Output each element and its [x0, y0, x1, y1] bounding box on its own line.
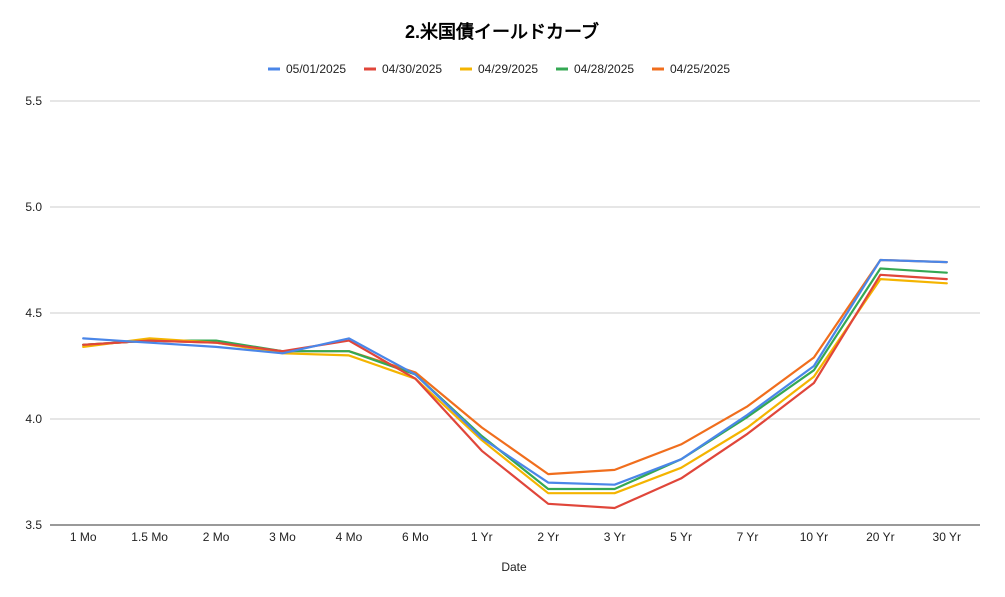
- x-tick-label: 2 Yr: [537, 530, 559, 544]
- x-tick-label: 2 Mo: [203, 530, 230, 544]
- legend-label: 04/29/2025: [478, 62, 538, 76]
- x-tick-label: 1 Mo: [70, 530, 97, 544]
- x-tick-label: 3 Mo: [269, 530, 296, 544]
- series-line: [82, 267, 948, 491]
- series-line: [82, 258, 948, 486]
- x-axis-title: Date: [501, 560, 527, 574]
- series-group: [82, 258, 948, 510]
- x-tick-label: 1.5 Mo: [131, 530, 168, 544]
- y-tick-label: 5.5: [25, 94, 42, 108]
- x-tick-label: 4 Mo: [336, 530, 363, 544]
- y-tick-label: 4.0: [25, 412, 42, 426]
- x-tick-label: 6 Mo: [402, 530, 429, 544]
- x-tick-label: 10 Yr: [800, 530, 828, 544]
- y-tick-label: 3.5: [25, 518, 42, 532]
- x-tick-label: 3 Yr: [604, 530, 626, 544]
- series-line: [82, 273, 948, 510]
- x-tick-label: 7 Yr: [737, 530, 759, 544]
- y-tick-label: 5.0: [25, 200, 42, 214]
- x-tick-label: 1 Yr: [471, 530, 493, 544]
- legend: 05/01/2025 04/30/2025 04/29/2025 04/28/2025…: [268, 62, 730, 76]
- gridlines: [50, 100, 980, 526]
- chart-title: 2.米国債イールドカーブ: [405, 21, 599, 42]
- legend-label: 05/01/2025: [286, 62, 346, 76]
- legend-label: 04/28/2025: [574, 62, 634, 76]
- y-tick-label: 4.5: [25, 306, 42, 320]
- x-tick-label: 20 Yr: [866, 530, 894, 544]
- y-axis-ticks: 3.5 4.0 4.5 5.0 5.5: [25, 94, 42, 532]
- x-axis-ticks: 1 Mo 1.5 Mo 2 Mo 3 Mo 4 Mo 6 Mo 1 Yr 2 Yr 3 Yr 5 …: [70, 530, 961, 544]
- legend-label: 04/25/2025: [670, 62, 730, 76]
- x-tick-label: 5 Yr: [670, 530, 692, 544]
- legend-label: 04/30/2025: [382, 62, 442, 76]
- x-tick-label: 30 Yr: [933, 530, 961, 544]
